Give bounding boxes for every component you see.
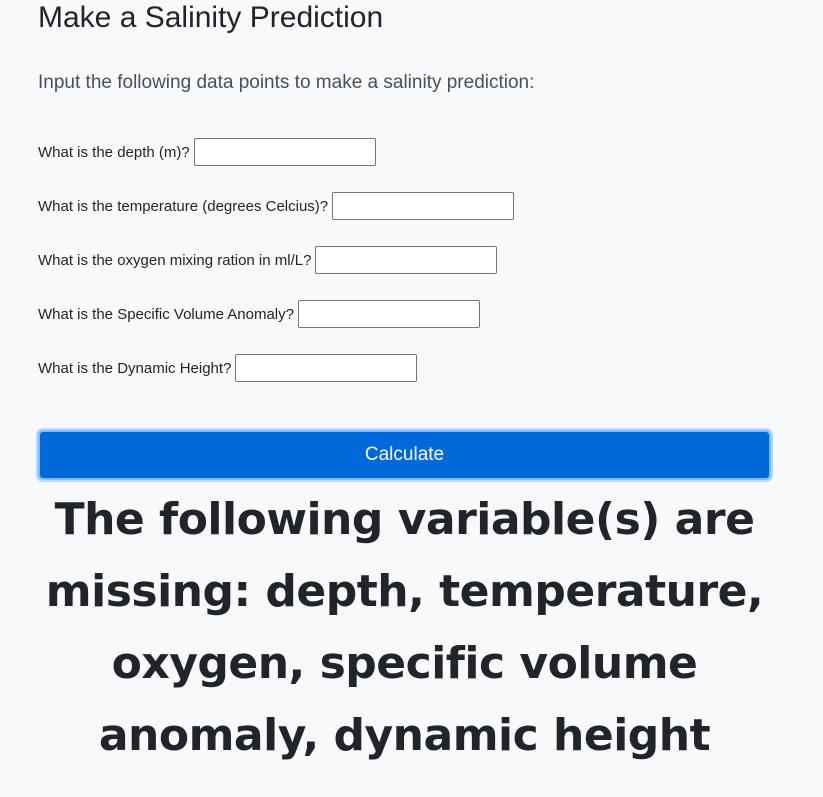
depth-input[interactable] — [193, 138, 376, 166]
oxygen-row: What is the oxygen mixing ration in ml/L… — [38, 245, 498, 275]
oxygen-input[interactable] — [315, 246, 498, 274]
temperature-input[interactable] — [332, 192, 515, 220]
depth-label: What is the depth (m)? — [38, 143, 190, 161]
specific-volume-anomaly-row: What is the Specific Volume Anomaly? — [38, 299, 480, 329]
result-message: The following variable(s) are missing: d… — [45, 494, 764, 761]
page-title: Make a Salinity Prediction — [38, 1, 384, 34]
dynamic-height-input[interactable] — [235, 354, 418, 382]
dynamic-height-label: What is the Dynamic Height? — [38, 359, 232, 377]
dynamic-height-row: What is the Dynamic Height? — [38, 353, 418, 383]
temperature-label: What is the temperature (degrees Celcius… — [38, 197, 329, 215]
oxygen-label: What is the oxygen mixing ration in ml/L… — [38, 251, 312, 269]
temperature-row: What is the temperature (degrees Celcius… — [38, 191, 515, 221]
page-lead: Input the following data points to make … — [38, 72, 535, 93]
specific-volume-anomaly-input[interactable] — [297, 300, 480, 328]
calculate-button[interactable]: Calculate — [38, 430, 771, 480]
depth-row: What is the depth (m)? — [38, 137, 376, 167]
specific-volume-anomaly-label: What is the Specific Volume Anomaly? — [38, 305, 294, 323]
